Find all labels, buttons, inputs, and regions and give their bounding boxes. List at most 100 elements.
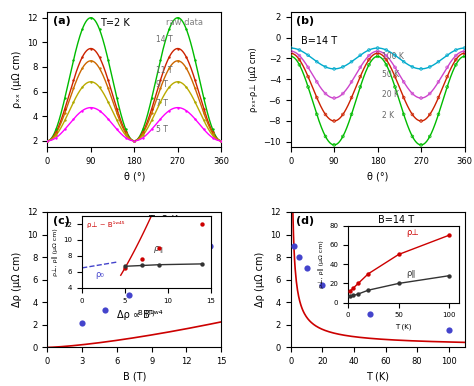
Point (156, 99, 164, 105)
Point (52, 132, 60, 138)
Point (148, 277, 155, 283)
Point (209, 135, 216, 141)
Point (304, 64, 312, 70)
Point (435, 95, 442, 101)
Text: Δρ ∝ B¹ʷ⁴: Δρ ∝ B¹ʷ⁴ (117, 310, 163, 320)
Text: B=14 T: B=14 T (301, 36, 337, 46)
Point (52, 129, 60, 135)
Text: 11 T: 11 T (156, 66, 173, 75)
Point (148, 110, 155, 116)
Point (365, 57, 373, 63)
Text: 50 K: 50 K (383, 69, 400, 79)
Point (78, 108, 86, 114)
Point (391, 74, 399, 80)
Point (296, 62, 303, 68)
Point (130, 138, 138, 144)
Point (130, 138, 138, 144)
Point (339, 134, 346, 140)
Point (461, 45, 468, 51)
Point (356, 84, 364, 90)
Point (374, 50, 382, 56)
Point (125, 293, 132, 299)
Text: 20 K: 20 K (383, 90, 400, 100)
Point (426, 90, 434, 96)
Point (78, 26, 86, 32)
Point (139, 129, 147, 135)
Point (148, 106, 155, 112)
Point (339, 90, 346, 96)
Point (191, 99, 199, 105)
Point (435, 59, 442, 65)
Point (443, 52, 451, 58)
Point (78, 84, 86, 90)
Text: T=2 K: T=2 K (148, 215, 178, 225)
Point (417, 142, 425, 148)
Point (165, 84, 173, 90)
Point (113, 106, 121, 112)
Point (174, 79, 182, 85)
Point (330, 66, 338, 72)
Point (426, 64, 434, 70)
Point (400, 95, 408, 101)
Text: (a): (a) (53, 16, 70, 25)
Point (445, 327, 453, 334)
Point (313, 59, 320, 65)
Point (400, 111, 408, 117)
Point (122, 132, 129, 138)
Point (356, 64, 364, 70)
Point (174, 105, 182, 111)
Point (365, 62, 373, 68)
Text: T=2 K: T=2 K (100, 19, 129, 28)
Point (365, 47, 373, 53)
Text: 14 T: 14 T (156, 36, 173, 44)
Point (348, 59, 356, 65)
Point (113, 95, 121, 102)
Point (130, 138, 138, 144)
Point (78, 320, 86, 326)
Point (96, 84, 103, 90)
Point (200, 117, 208, 124)
Point (443, 84, 451, 90)
Point (383, 52, 390, 59)
Point (348, 79, 356, 85)
Point (287, 53, 294, 59)
Point (330, 95, 338, 101)
Point (443, 64, 451, 70)
Point (87, 105, 95, 111)
Point (409, 112, 416, 118)
Point (348, 95, 356, 101)
Point (348, 111, 356, 117)
Text: (d): (d) (296, 216, 314, 226)
Point (218, 138, 225, 144)
X-axis label: θ (°): θ (°) (124, 171, 145, 181)
Point (200, 126, 208, 132)
Point (148, 126, 155, 132)
Point (209, 129, 216, 135)
Y-axis label: Δρ (μΩ cm): Δρ (μΩ cm) (12, 252, 22, 307)
Point (200, 95, 208, 102)
Point (61, 126, 69, 132)
Point (156, 85, 164, 91)
Point (304, 52, 312, 58)
Point (113, 110, 121, 116)
Point (87, 58, 95, 64)
Point (61, 106, 69, 112)
Point (139, 126, 147, 132)
Point (330, 142, 338, 148)
Point (174, 15, 182, 21)
Point (156, 77, 164, 83)
Point (104, 85, 112, 91)
Point (296, 57, 303, 63)
Point (61, 95, 69, 102)
Point (182, 84, 190, 90)
Point (296, 47, 303, 53)
Text: 100 K: 100 K (383, 52, 404, 61)
Point (191, 85, 199, 91)
Point (365, 52, 373, 59)
Point (313, 95, 320, 101)
Point (435, 79, 442, 85)
Point (182, 65, 190, 71)
Point (139, 135, 147, 141)
Point (61, 117, 69, 124)
Point (391, 84, 399, 90)
